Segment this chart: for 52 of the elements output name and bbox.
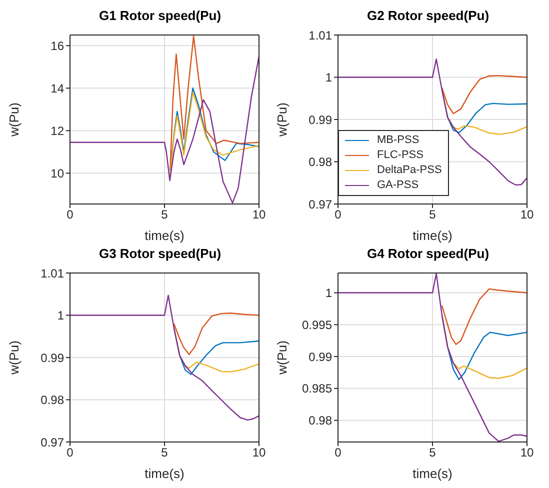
y-tick-label: 0.99 bbox=[308, 112, 332, 127]
x-axis-title: time(s) bbox=[412, 466, 452, 481]
x-tick-label: 10 bbox=[252, 208, 266, 222]
y-tick-label: 1.01 bbox=[40, 266, 64, 280]
y-tick-label: 12 bbox=[50, 124, 64, 138]
chart-title: G1 Rotor speed(Pu) bbox=[98, 8, 222, 25]
x-tick-label: 10 bbox=[520, 208, 534, 222]
y-axis-title: w(Pu) bbox=[6, 340, 22, 376]
line-series bbox=[441, 74, 527, 114]
x-tick-label: 5 bbox=[429, 208, 436, 222]
y-tick-label: 0.99 bbox=[308, 350, 332, 364]
x-tick-label: 0 bbox=[66, 208, 74, 222]
y-axis-title: w(Pu) bbox=[6, 102, 22, 138]
x-tick-label: 5 bbox=[161, 208, 168, 222]
y-tick-label: 1.01 bbox=[308, 28, 332, 42]
y-tick-label: 1 bbox=[325, 70, 332, 85]
y-tick-label: 1 bbox=[325, 286, 332, 300]
y-tick-label: 0.98 bbox=[308, 155, 332, 170]
y-tick-label: 0.98 bbox=[308, 414, 332, 428]
legend-label: MB-PSS bbox=[377, 133, 420, 148]
y-tick-label: 16 bbox=[50, 38, 64, 53]
y-tick-label: 0.985 bbox=[302, 382, 332, 396]
line-series bbox=[170, 35, 259, 170]
line-series bbox=[173, 312, 259, 356]
x-axis-title: time(s) bbox=[412, 228, 452, 243]
y-tick-label: 0.97 bbox=[308, 197, 332, 212]
y-axis-title: w(Pu) bbox=[274, 102, 290, 138]
y-tick-label: 10 bbox=[50, 166, 64, 180]
chart-title: G2 Rotor speed(Pu) bbox=[366, 8, 490, 25]
x-tick-label: 5 bbox=[161, 446, 168, 460]
y-tick-label: 0.98 bbox=[40, 393, 64, 408]
y-axis-title: w(Pu) bbox=[274, 340, 290, 376]
y-tick-label: 0.99 bbox=[40, 350, 64, 365]
chart-title: G4 Rotor speed(Pu) bbox=[366, 246, 490, 263]
x-tick-label: 5 bbox=[429, 446, 436, 460]
y-tick-label: 1 bbox=[57, 308, 64, 323]
x-tick-label: 0 bbox=[334, 208, 342, 222]
line-series bbox=[70, 294, 259, 421]
legend-label: FLC-PSS bbox=[377, 148, 424, 163]
x-tick-label: 0 bbox=[66, 446, 74, 460]
x-axis-title: time(s) bbox=[144, 228, 184, 243]
legend-label: GA-PSS bbox=[377, 178, 419, 193]
x-tick-label: 10 bbox=[520, 446, 534, 460]
y-tick-label: 0.97 bbox=[40, 435, 64, 450]
legend-label: DeltaPa-PSS bbox=[377, 163, 442, 178]
x-tick-label: 0 bbox=[334, 446, 342, 460]
x-axis-title: time(s) bbox=[144, 466, 184, 481]
chart-title: G3 Rotor speed(Pu) bbox=[98, 246, 222, 263]
y-tick-label: 14 bbox=[50, 81, 64, 96]
line-series bbox=[441, 288, 527, 346]
y-tick-label: 0.995 bbox=[302, 318, 332, 332]
x-tick-label: 10 bbox=[252, 446, 266, 460]
